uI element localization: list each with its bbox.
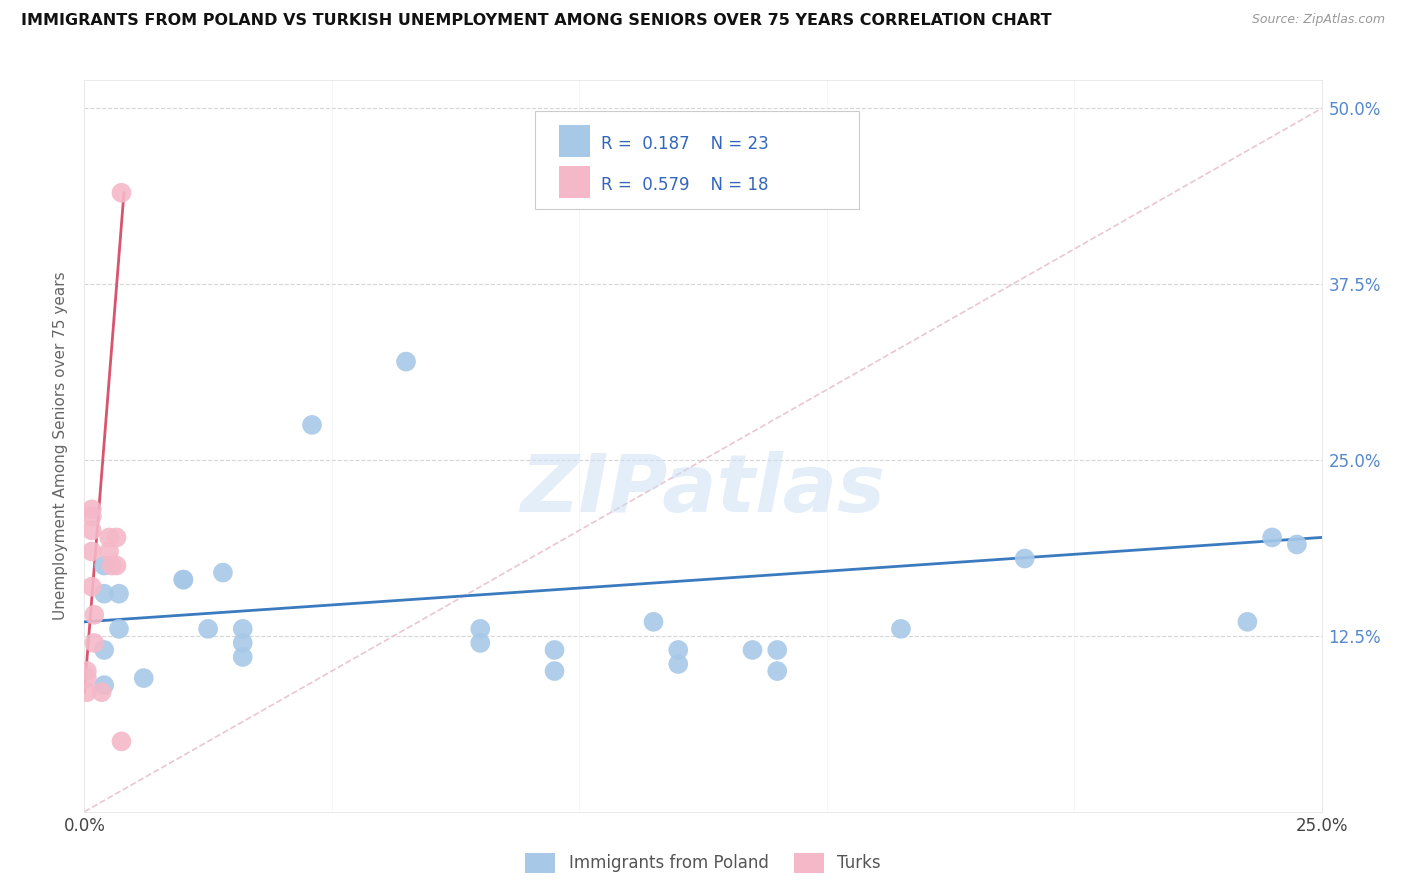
Point (212, 566, 235, 580)
Point (110, 734, 132, 748)
Point (100, 558, 122, 573)
Point (395, 354, 418, 368)
Point (232, 636, 254, 650)
Point (83, 636, 105, 650)
Point (132, 671, 155, 685)
Point (470, 622, 492, 636)
Point (766, 664, 789, 678)
Point (197, 622, 219, 636)
Point (80, 580, 103, 594)
Point (232, 650, 254, 665)
Point (543, 643, 565, 657)
Point (232, 622, 254, 636)
Text: R =  0.579    N = 18: R = 0.579 N = 18 (602, 176, 769, 194)
Point (301, 417, 323, 432)
Point (83, 607, 105, 622)
Point (105, 558, 128, 573)
Point (108, 622, 131, 636)
Text: Source: ZipAtlas.com: Source: ZipAtlas.com (1251, 13, 1385, 27)
Point (105, 530, 128, 544)
Y-axis label: Unemployment Among Seniors over 75 years: Unemployment Among Seniors over 75 years (53, 272, 69, 620)
Point (1285, 537, 1308, 551)
Point (666, 657, 689, 671)
Point (1014, 551, 1036, 566)
Point (93, 678, 115, 692)
Text: IMMIGRANTS FROM POLAND VS TURKISH UNEMPLOYMENT AMONG SENIORS OVER 75 YEARS CORRE: IMMIGRANTS FROM POLAND VS TURKISH UNEMPL… (21, 13, 1052, 29)
Text: R =  0.187    N = 23: R = 0.187 N = 23 (602, 135, 769, 153)
Text: ZIPatlas: ZIPatlas (520, 450, 886, 529)
Point (80, 502, 103, 516)
Point (172, 573, 194, 587)
Point (80, 524, 103, 538)
Point (470, 636, 492, 650)
Point (766, 643, 789, 657)
Point (98, 530, 121, 544)
Point (80, 509, 103, 524)
Point (76, 664, 98, 678)
Point (108, 587, 131, 601)
Point (93, 558, 115, 573)
Point (110, 186, 132, 200)
Point (1261, 530, 1284, 544)
Point (76, 671, 98, 685)
Point (890, 622, 912, 636)
Point (172, 573, 194, 587)
Point (93, 587, 115, 601)
Point (666, 643, 689, 657)
Point (741, 643, 763, 657)
Point (80, 544, 103, 558)
Point (643, 615, 665, 629)
Point (1236, 615, 1258, 629)
Legend: Immigrants from Poland, Turks: Immigrants from Poland, Turks (526, 853, 880, 873)
Point (76, 685, 98, 699)
Point (90, 685, 112, 699)
Point (93, 643, 115, 657)
Point (543, 664, 565, 678)
Point (98, 544, 121, 558)
